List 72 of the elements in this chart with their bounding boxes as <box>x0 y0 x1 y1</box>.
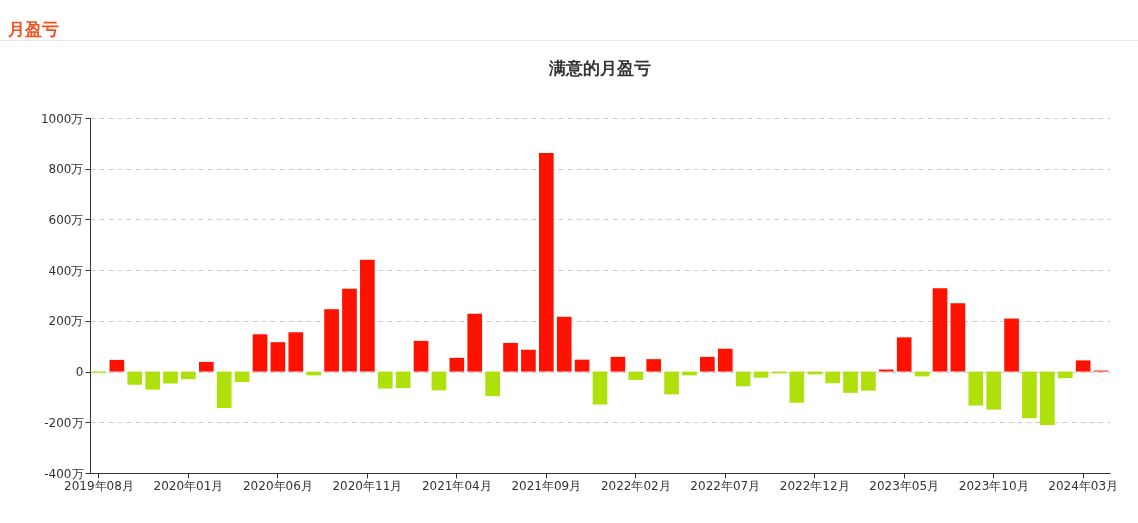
bar <box>878 369 894 372</box>
y-tick-label: 400万 <box>48 263 84 278</box>
bar <box>503 342 518 372</box>
bar <box>342 288 357 372</box>
chart-title: 满意的月盈亏 <box>548 58 651 78</box>
bar <box>216 371 232 409</box>
bar <box>610 356 626 372</box>
bar <box>449 357 465 372</box>
x-tick-label: 2021年04月 <box>421 478 492 493</box>
bar <box>735 371 751 387</box>
bar <box>109 359 125 372</box>
bar <box>968 371 984 406</box>
x-tick-label: 2022年07月 <box>690 478 761 493</box>
bar <box>288 332 304 372</box>
bar <box>574 359 590 372</box>
y-tick-label: 600万 <box>48 212 84 227</box>
bar <box>1004 318 1019 372</box>
bar <box>485 371 500 397</box>
x-tick-label: 2024年03月 <box>1048 478 1119 493</box>
bar <box>413 340 429 372</box>
x-tick-label: 2022年02月 <box>600 478 671 493</box>
bar <box>181 371 196 380</box>
bar <box>538 152 554 372</box>
bar <box>252 334 268 372</box>
x-tick-label: 2019年08月 <box>64 478 134 493</box>
x-tick-label: 2022年12月 <box>779 478 850 493</box>
bar <box>1022 371 1037 419</box>
bar <box>1057 371 1073 379</box>
bar <box>234 371 250 382</box>
bar <box>628 371 644 380</box>
bar <box>431 371 447 391</box>
bar <box>896 337 912 372</box>
bar <box>467 313 483 372</box>
bar <box>717 348 733 372</box>
bar <box>592 371 608 405</box>
bar <box>360 259 375 372</box>
bar <box>163 371 178 384</box>
y-tick-label: 800万 <box>48 162 84 177</box>
bar <box>270 342 286 372</box>
bar <box>556 316 572 372</box>
bar <box>1040 371 1055 426</box>
bar <box>932 288 948 372</box>
bar <box>1075 360 1091 372</box>
bar <box>986 371 1002 410</box>
bar <box>646 359 662 372</box>
text: 月盈亏 <box>8 18 59 44</box>
x-tick-label: 2020年06月 <box>242 478 313 493</box>
bar <box>753 371 769 378</box>
y-tick-label: 1000万 <box>40 111 84 126</box>
bar <box>825 371 840 384</box>
bar <box>700 356 715 372</box>
bar <box>377 371 393 389</box>
bar <box>145 371 160 390</box>
y-tick-label: -400万 <box>44 466 84 481</box>
x-tick-label: 2023年05月 <box>869 478 940 493</box>
bar <box>324 309 339 372</box>
bar <box>861 371 876 391</box>
bar <box>664 371 679 395</box>
y-tick-label: -200万 <box>44 415 84 430</box>
y-tick-label: 200万 <box>48 314 84 329</box>
x-tick-label: 2020年01月 <box>153 478 224 493</box>
bar <box>521 349 536 372</box>
bar <box>127 371 143 385</box>
x-tick-label: 2023年10月 <box>958 478 1029 493</box>
bar <box>198 361 214 372</box>
bar <box>789 371 805 403</box>
bar <box>395 371 411 389</box>
x-tick-label: 2021年09月 <box>511 478 582 493</box>
x-tick-label: 2020年11月 <box>332 478 403 493</box>
bar <box>950 303 966 372</box>
bar <box>843 371 858 393</box>
y-tick-label: 0 <box>75 365 84 380</box>
